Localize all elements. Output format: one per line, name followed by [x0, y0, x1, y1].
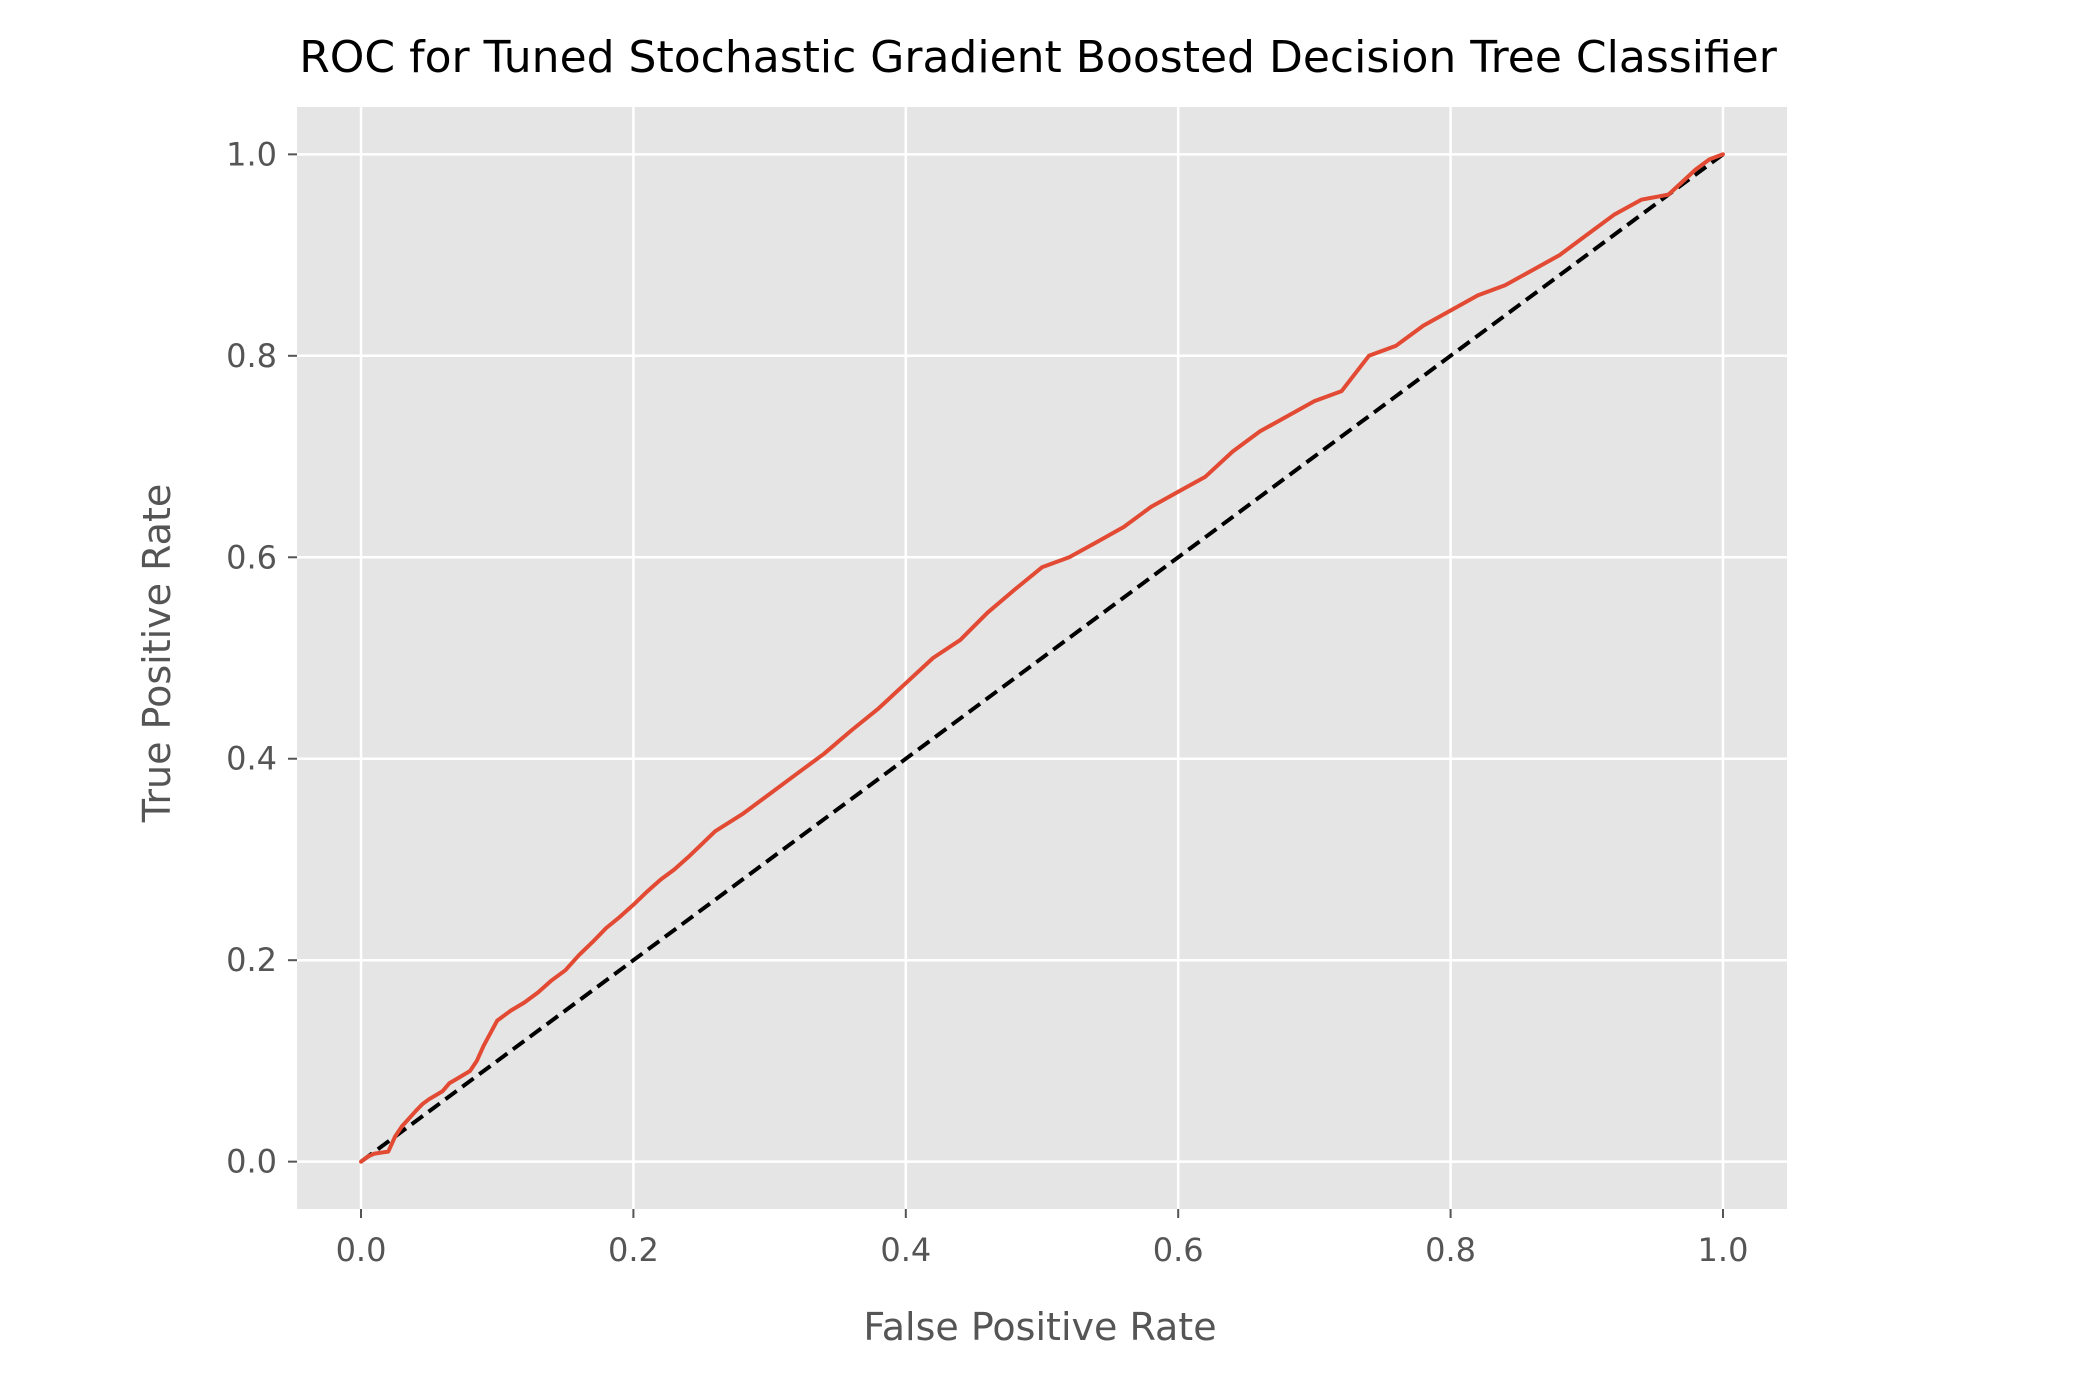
x-tick-label: 0.4: [880, 1231, 931, 1269]
x-axis-label: False Positive Rate: [863, 1305, 1216, 1349]
y-tick-label: 0.8: [226, 337, 277, 375]
x-tick-label: 0.8: [1425, 1231, 1476, 1269]
y-tick-label: 1.0: [226, 135, 277, 173]
chart-title: ROC for Tuned Stochastic Gradient Booste…: [299, 32, 1777, 83]
x-axis-ticks: 0.0 0.2 0.4 0.6 0.8 1.0: [336, 1209, 1749, 1269]
y-tick-label: 0.0: [226, 1143, 277, 1181]
x-tick-label: 0.6: [1153, 1231, 1204, 1269]
y-tick-label: 0.2: [226, 941, 277, 979]
y-tick-label: 0.6: [226, 538, 277, 576]
x-tick-label: 0.2: [608, 1231, 659, 1269]
series-layer: [359, 152, 1725, 1164]
chance-diagonal-line: [359, 152, 1725, 1164]
y-tick-label: 0.4: [226, 740, 277, 778]
grid-lines: [297, 107, 1787, 1209]
x-tick-label: 0.0: [336, 1231, 387, 1269]
roc-curve-line: [359, 152, 1725, 1164]
y-axis-ticks: 0.0 0.2 0.4 0.6 0.8 1.0: [226, 135, 297, 1181]
x-tick-label: 1.0: [1698, 1231, 1749, 1269]
y-axis-label: True Positive Rate: [135, 484, 179, 824]
